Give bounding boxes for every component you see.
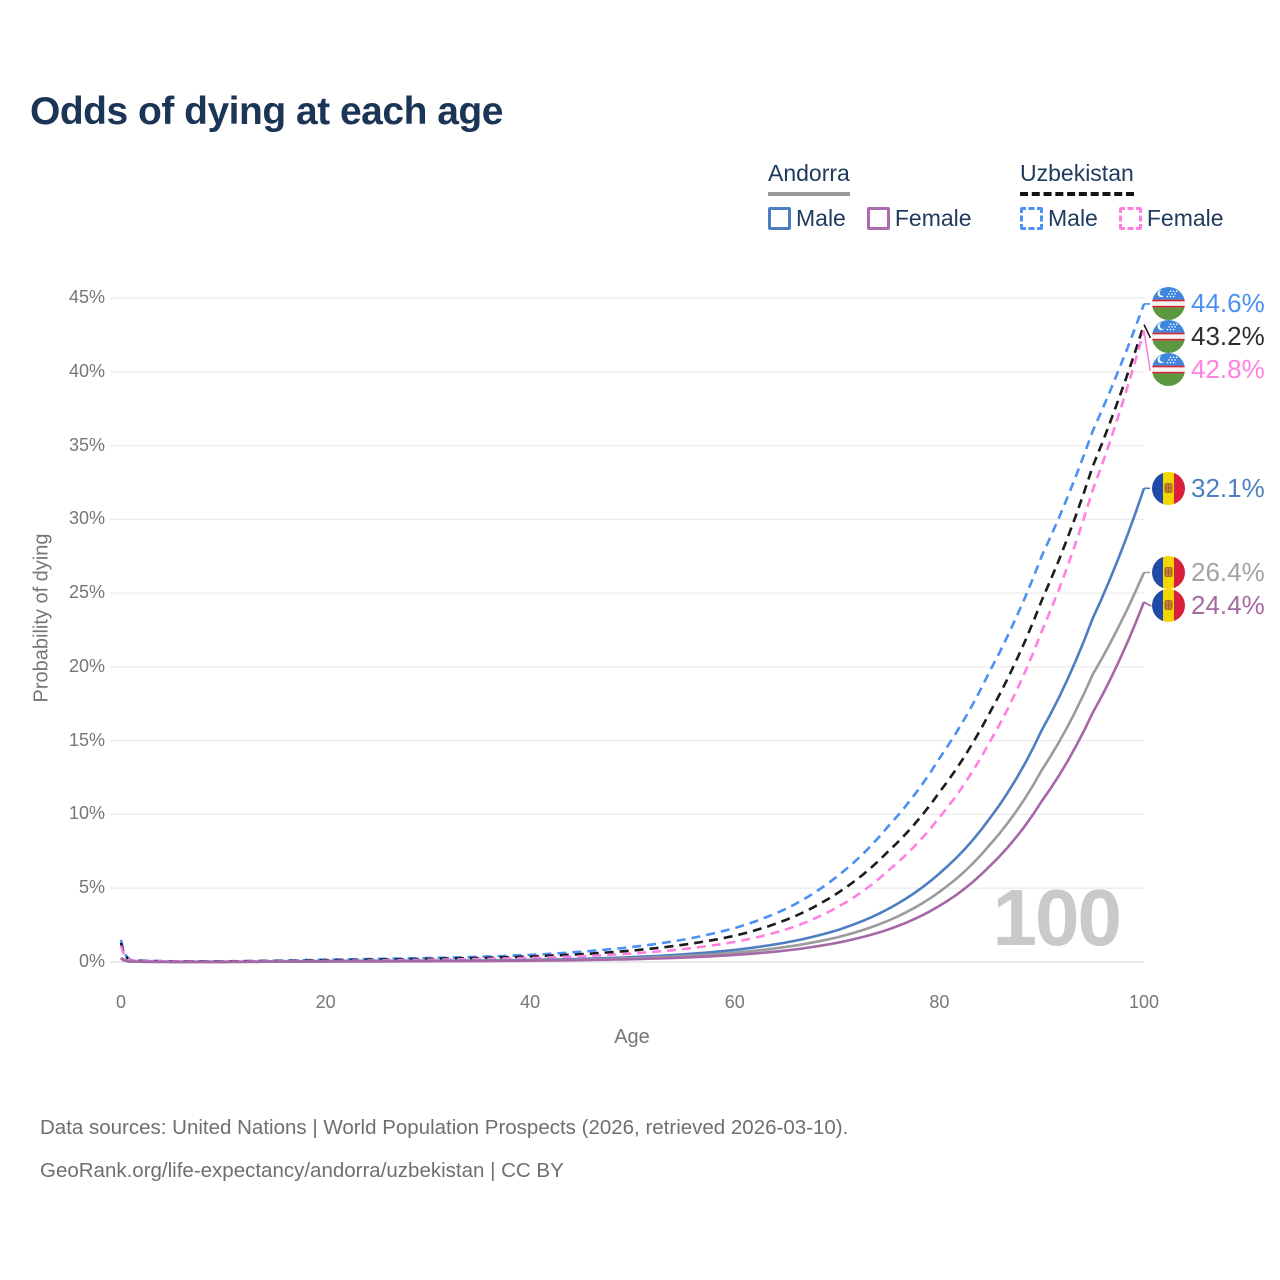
andorra-flag-icon xyxy=(1152,471,1185,505)
series-line-andorra-combined xyxy=(120,571,1146,964)
series-line-uzbekistan-male xyxy=(119,303,1146,963)
andorra-flag-icon xyxy=(1152,555,1185,589)
page-title: Odds of dying at each age xyxy=(30,90,503,133)
series-line-andorra-female xyxy=(120,601,1146,964)
y-tick-35%: 35% xyxy=(68,434,105,455)
legend-group-andorra: Andorra Male Female xyxy=(768,160,972,232)
label-connector xyxy=(1143,324,1152,338)
andorra-flag-icon xyxy=(1152,588,1185,622)
uzbekistan-flag-icon xyxy=(1152,287,1185,321)
legend-item-andorra-female[interactable]: Female xyxy=(866,205,972,232)
x-tick-20: 20 xyxy=(315,992,336,1012)
end-label-value: 32.1% xyxy=(1191,472,1265,503)
x-tick-100: 100 xyxy=(1128,992,1160,1012)
end-label-uzbekistan-female: 42.8% xyxy=(1152,353,1265,387)
end-label-value: 43.2% xyxy=(1191,321,1265,352)
y-tick-25%: 25% xyxy=(68,582,105,603)
uzbekistan-flag-icon xyxy=(1152,320,1185,354)
georank-link[interactable]: GeoRank.org/life-expectancy/andorra/uzbe… xyxy=(40,1159,564,1182)
legend-swatch-andorra-female-icon[interactable] xyxy=(866,207,890,230)
y-tick-40%: 40% xyxy=(68,360,105,381)
end-label-value: 24.4% xyxy=(1191,589,1265,620)
end-label-value: 42.8% xyxy=(1191,354,1265,385)
y-tick-10%: 10% xyxy=(68,803,105,824)
end-label-uzbekistan-combined: 43.2% xyxy=(1152,320,1265,354)
x-axis-title: Age xyxy=(614,1026,650,1048)
legend-item-uzbekistan-male[interactable]: Male xyxy=(1020,205,1098,232)
x-tick-60: 60 xyxy=(724,992,745,1012)
x-tick-40: 40 xyxy=(520,992,541,1012)
x-tick-80: 80 xyxy=(929,992,950,1012)
legend-item-uzbekistan-female[interactable]: Female xyxy=(1118,205,1224,232)
legend-swatch-uzbekistan-female-icon[interactable] xyxy=(1118,207,1142,230)
end-label-value: 26.4% xyxy=(1191,556,1265,587)
uzbekistan-flag-icon xyxy=(1152,353,1185,387)
y-tick-45%: 45% xyxy=(68,287,105,307)
y-axis-title: Probability of dying xyxy=(30,533,53,703)
label-connector xyxy=(1143,330,1151,371)
age-watermark: 100 xyxy=(993,873,1120,962)
y-tick-5%: 5% xyxy=(78,877,105,898)
series-line-andorra-male xyxy=(120,487,1146,964)
legend-country-andorra: Andorra xyxy=(768,160,850,196)
end-label-uzbekistan-male: 44.6% xyxy=(1152,287,1265,321)
footer: Data sources: United Nations | World Pop… xyxy=(40,1106,848,1192)
end-label-value: 44.6% xyxy=(1191,288,1265,319)
y-tick-15%: 15% xyxy=(68,729,105,750)
legend-swatch-andorra-male-icon[interactable] xyxy=(768,207,791,230)
y-tick-30%: 30% xyxy=(68,508,105,529)
legend-country-uzbekistan: Uzbekistan xyxy=(1020,160,1134,196)
label-connector xyxy=(1143,601,1153,607)
legend-item-andorra-male[interactable]: Male xyxy=(768,205,846,232)
end-label-andorra-combined: 26.4% xyxy=(1152,555,1265,589)
legend-group-uzbekistan: Uzbekistan Male Female xyxy=(1020,160,1224,232)
data-sources-text: Data sources: United Nations | World Pop… xyxy=(40,1116,849,1139)
y-tick-20%: 20% xyxy=(68,655,105,676)
y-tick-0%: 0% xyxy=(78,951,105,971)
x-tick-0: 0 xyxy=(115,992,126,1012)
end-label-andorra-male: 32.1% xyxy=(1152,471,1265,505)
legend-swatch-uzbekistan-male-icon[interactable] xyxy=(1020,207,1043,230)
end-label-andorra-female: 24.4% xyxy=(1152,588,1265,622)
